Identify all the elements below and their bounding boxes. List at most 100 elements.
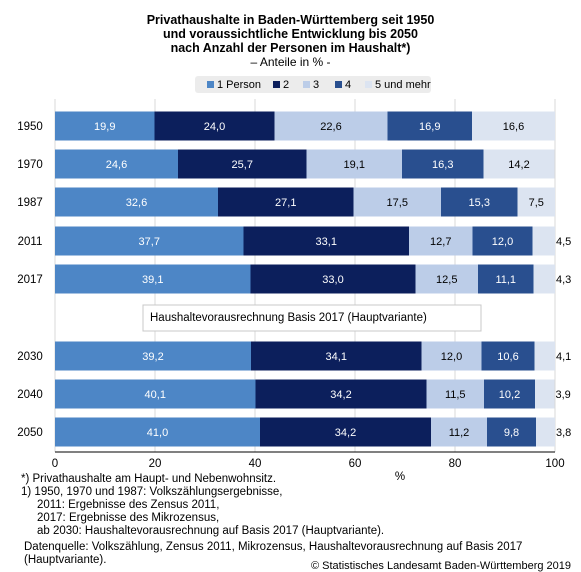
bar-segment	[274, 111, 388, 141]
legend-item: 5 und mehr	[365, 78, 431, 91]
legend-item: 4	[335, 78, 351, 91]
legend-label: 4	[345, 78, 352, 91]
chart-title-line: nach Anzahl der Personen im Haushalt*)	[170, 41, 411, 55]
legend-swatch	[335, 81, 342, 88]
x-axis-label: %	[395, 471, 405, 480]
bar-segment	[251, 341, 422, 371]
bar-segment	[484, 379, 535, 409]
data-label: 24,0	[204, 121, 225, 133]
chart-title-line: und voraussichtliche Entwicklung bis 205…	[163, 27, 418, 41]
data-label: 12,5	[436, 274, 457, 286]
data-label: 22,6	[320, 121, 341, 133]
category-label: 1970	[17, 159, 43, 171]
data-label: 12,0	[492, 236, 513, 248]
bar-segment	[243, 226, 409, 256]
bar-segment	[154, 111, 275, 141]
bar-segment	[178, 149, 307, 179]
footnote-households: *) Privathaushalte am Haupt- und Nebenwo…	[21, 473, 277, 485]
data-label: 10,6	[497, 351, 518, 363]
data-label: 32,6	[126, 197, 147, 209]
x-tick-label: 40	[249, 458, 262, 470]
bar-segment	[306, 149, 402, 179]
data-label: 3,8	[556, 427, 571, 439]
data-label: 33,1	[316, 236, 337, 248]
chart-title: Privathaushalte in Baden-Württemberg sei…	[0, 13, 581, 55]
bar-segment	[55, 111, 155, 141]
bar-segment	[55, 264, 251, 294]
legend-item: 3	[303, 78, 319, 91]
section-label-box	[142, 304, 482, 332]
x-tick-label: 80	[449, 458, 462, 470]
legend-swatch	[303, 81, 310, 88]
legend-label: 3	[313, 78, 320, 91]
bar-segment	[409, 226, 473, 256]
data-label: 16,9	[419, 121, 440, 133]
bar-segment	[533, 264, 555, 294]
bar-segment	[55, 226, 244, 256]
data-label: 39,1	[142, 274, 163, 286]
data-label: 27,1	[275, 197, 296, 209]
bar-segment	[487, 417, 536, 447]
category-label: 1987	[17, 197, 43, 209]
data-label: 40,1	[145, 389, 166, 401]
category-label: 2050	[17, 427, 43, 439]
chart-title-line: Privathaushalte in Baden-Württemberg sei…	[0, 13, 581, 55]
legend-swatch	[365, 81, 372, 88]
bar-segment	[415, 264, 478, 294]
data-label: 34,2	[335, 427, 356, 439]
data-label: 34,2	[330, 389, 351, 401]
bar-segment	[481, 341, 535, 371]
bar-segment	[353, 187, 441, 217]
bar-segment	[402, 149, 484, 179]
bar-segment	[483, 149, 555, 179]
bar-segment	[55, 379, 256, 409]
data-label: 4,3	[556, 274, 571, 286]
copyright-notice: © Statistisches Landesamt Baden-Württemb…	[310, 560, 571, 572]
x-tick-label: 100	[545, 458, 564, 470]
stacked-bar-chart: 19,9 24,0 22,6 16,9 16,6 1950 24,6 25,7 19,1 16,3…	[17, 99, 571, 480]
data-label: 12,7	[430, 236, 451, 248]
chart-title-line: Privathaushalte in Baden-Württemberg sei…	[146, 13, 435, 27]
data-source: Datenquelle: Volkszählung, Zensus 2011, …	[24, 541, 523, 553]
bar-segment	[250, 264, 416, 294]
data-label: 10,2	[499, 389, 520, 401]
data-label: 11,1	[495, 274, 516, 286]
data-label: 14,2	[508, 159, 529, 171]
bar-segment	[517, 187, 555, 217]
data-label: 39,2	[142, 351, 163, 363]
category-label: 2011	[18, 236, 43, 248]
bar-segment	[472, 226, 533, 256]
data-label: 41,0	[147, 427, 168, 439]
bar-segment	[387, 111, 472, 141]
data-label: 19,9	[94, 121, 115, 133]
data-label: 16,3	[432, 159, 453, 171]
bar-segment	[535, 379, 555, 409]
chart-legend: 1 Person 2 3 4 5 und mehr	[195, 76, 431, 93]
data-label: 25,7	[232, 159, 253, 171]
data-label: 4,5	[556, 236, 571, 248]
bar-segment	[472, 111, 555, 141]
data-label: 16,6	[503, 121, 524, 133]
category-label: 2030	[17, 351, 43, 363]
data-label: 33,0	[322, 274, 343, 286]
bar-segment	[260, 417, 431, 447]
data-label: 34,1	[326, 351, 347, 363]
data-label: 12,0	[441, 351, 462, 363]
bar-segment	[534, 341, 555, 371]
legend-swatch	[207, 81, 214, 88]
bar-segment	[55, 149, 178, 179]
bar-segment	[478, 264, 534, 294]
bar-segment	[431, 417, 487, 447]
data-label: 3,9	[556, 389, 571, 401]
data-label: 9,8	[504, 427, 519, 439]
bar-segment	[255, 379, 427, 409]
data-label: 15,3	[469, 197, 490, 209]
bar-segment	[421, 341, 482, 371]
legend-label: 5 und mehr	[375, 78, 431, 91]
section-label: Haushaltevorausrechnung Basis 2017 (Haup…	[150, 312, 427, 324]
x-tick-label: 20	[149, 458, 162, 470]
category-label: 2017	[17, 274, 43, 286]
bar-segment	[218, 187, 354, 217]
data-label: 19,1	[344, 159, 365, 171]
bar-segment	[55, 341, 251, 371]
